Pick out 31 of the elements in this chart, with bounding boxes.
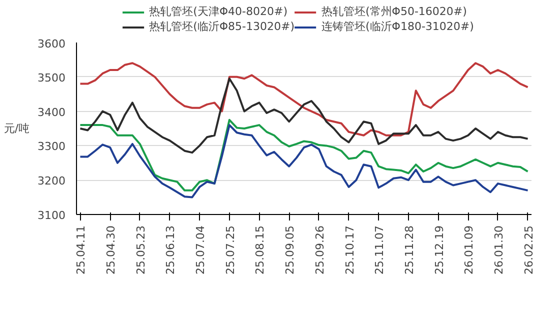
x-tick-label: 25.10.17 — [343, 226, 356, 274]
x-tick-label: 25.04.30 — [104, 226, 118, 274]
line-series — [79, 78, 529, 154]
y-tick-label: 3600 — [38, 38, 66, 50]
y-axis-title: 元/吨 — [4, 122, 30, 135]
legend-label: 热轧管坯(临沂Φ85-13020#) — [149, 19, 294, 34]
x-tick-label: 25.04.11 — [74, 226, 88, 274]
line-series — [79, 62, 529, 136]
y-tick-label: 3300 — [38, 140, 66, 154]
x-tick-label: 25.05.23 — [134, 226, 148, 274]
x-tick-label: 26.01.30 — [492, 226, 506, 274]
x-tick-label: 25.11.07 — [373, 226, 386, 274]
x-tick-label: 26.02.25 — [522, 226, 536, 274]
x-tick-label: 25.12.19 — [432, 226, 446, 274]
line-series — [79, 124, 529, 198]
legend-label: 热轧管坯(常州Φ50-16020#) — [322, 4, 467, 19]
line-series — [79, 118, 529, 192]
legend-label: 连铸管坯(临沂Φ180-31020#) — [322, 19, 474, 34]
y-tick-label: 3400 — [38, 106, 66, 119]
x-tick-label: 25.09.05 — [284, 226, 297, 274]
x-tick-label: 25.11.28 — [402, 226, 416, 274]
x-tick-label: 25.09.26 — [313, 226, 326, 274]
x-tick-label: 25.06.13 — [164, 226, 178, 274]
y-tick-label: 3200 — [38, 174, 66, 188]
x-tick-label: 25.07.25 — [224, 226, 237, 274]
y-tick-label: 3100 — [38, 209, 66, 222]
x-tick-label: 25.07.04 — [194, 226, 208, 274]
x-tick-label: 26.01.09 — [462, 226, 476, 274]
x-tick-label: 25.08.15 — [254, 226, 267, 274]
legend-label: 热轧管坯(天津Φ40-8020#) — [149, 4, 288, 19]
y-tick-label: 3500 — [38, 71, 66, 84]
